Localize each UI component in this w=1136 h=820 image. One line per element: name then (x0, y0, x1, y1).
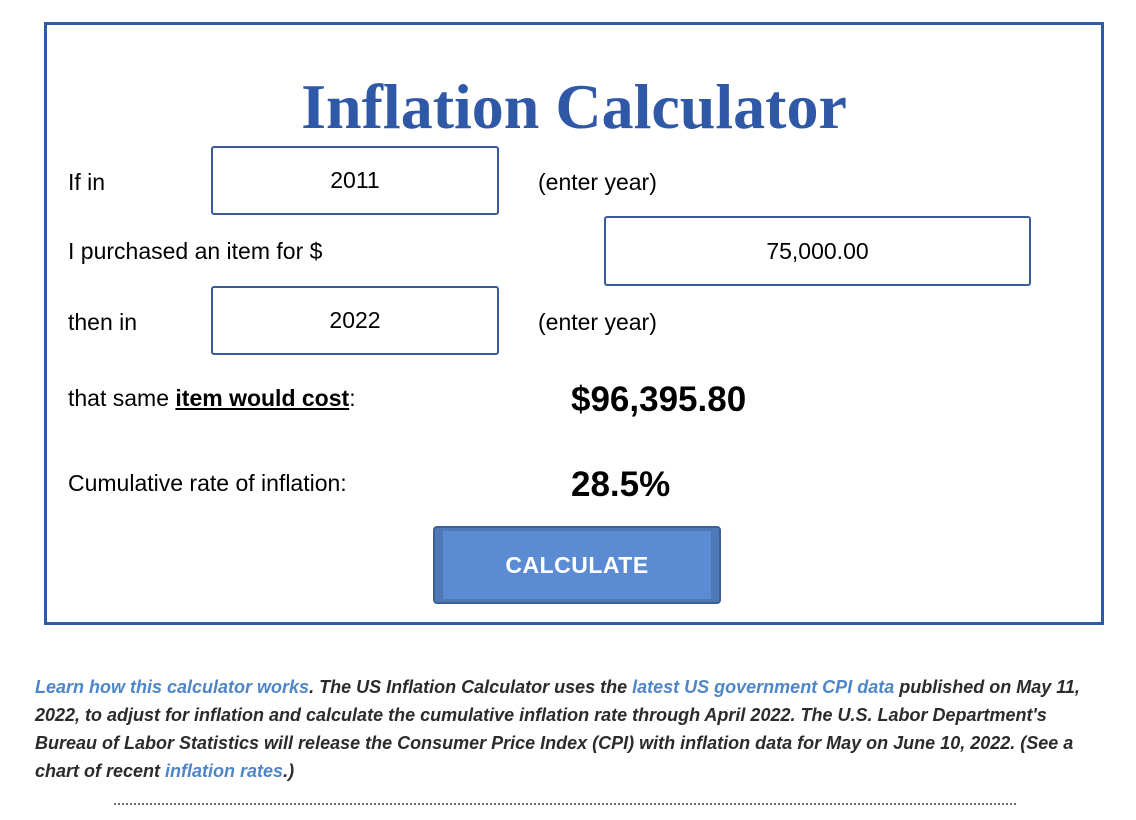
info-text-3: .) (283, 761, 295, 781)
cost-label-emphasis: item would cost (175, 385, 350, 411)
calculator-info-paragraph: Learn how this calculator works. The US … (35, 673, 1105, 785)
cost-label-suffix: : (349, 385, 356, 411)
end-year-input[interactable] (211, 286, 499, 355)
end-year-label: then in (68, 309, 138, 335)
inflation-calculator-panel: Inflation Calculator If in (enter year) … (44, 22, 1104, 625)
info-text-2: published on May 11, 2022, to adjust for… (35, 677, 1080, 781)
cost-label: that same item would cost: (68, 387, 356, 410)
inflation-rates-link[interactable]: inflation rates (165, 761, 284, 781)
calculate-button-label: CALCULATE (443, 531, 711, 599)
inflation-rate-label: Cumulative rate of inflation: (68, 470, 347, 496)
cost-result: $96,395.80 (571, 380, 747, 419)
cpi-data-link[interactable]: latest US government CPI data (632, 677, 895, 697)
cost-label-prefix: that same (68, 385, 176, 411)
amount-label: I purchased an item for $ (68, 238, 323, 264)
learn-how-link[interactable]: Learn how this calculator works (35, 677, 310, 697)
calculate-button[interactable]: CALCULATE (433, 526, 721, 604)
start-year-input[interactable] (211, 146, 499, 215)
dotted-divider (114, 803, 1016, 805)
info-text-1: . The US Inflation Calculator uses the (309, 677, 633, 697)
inflation-rate-result: 28.5% (571, 465, 671, 504)
start-year-hint: (enter year) (538, 169, 657, 195)
calculator-title: Inflation Calculator (301, 71, 847, 142)
end-year-hint: (enter year) (538, 309, 657, 335)
start-year-label: If in (68, 169, 106, 195)
amount-input[interactable] (604, 216, 1031, 286)
